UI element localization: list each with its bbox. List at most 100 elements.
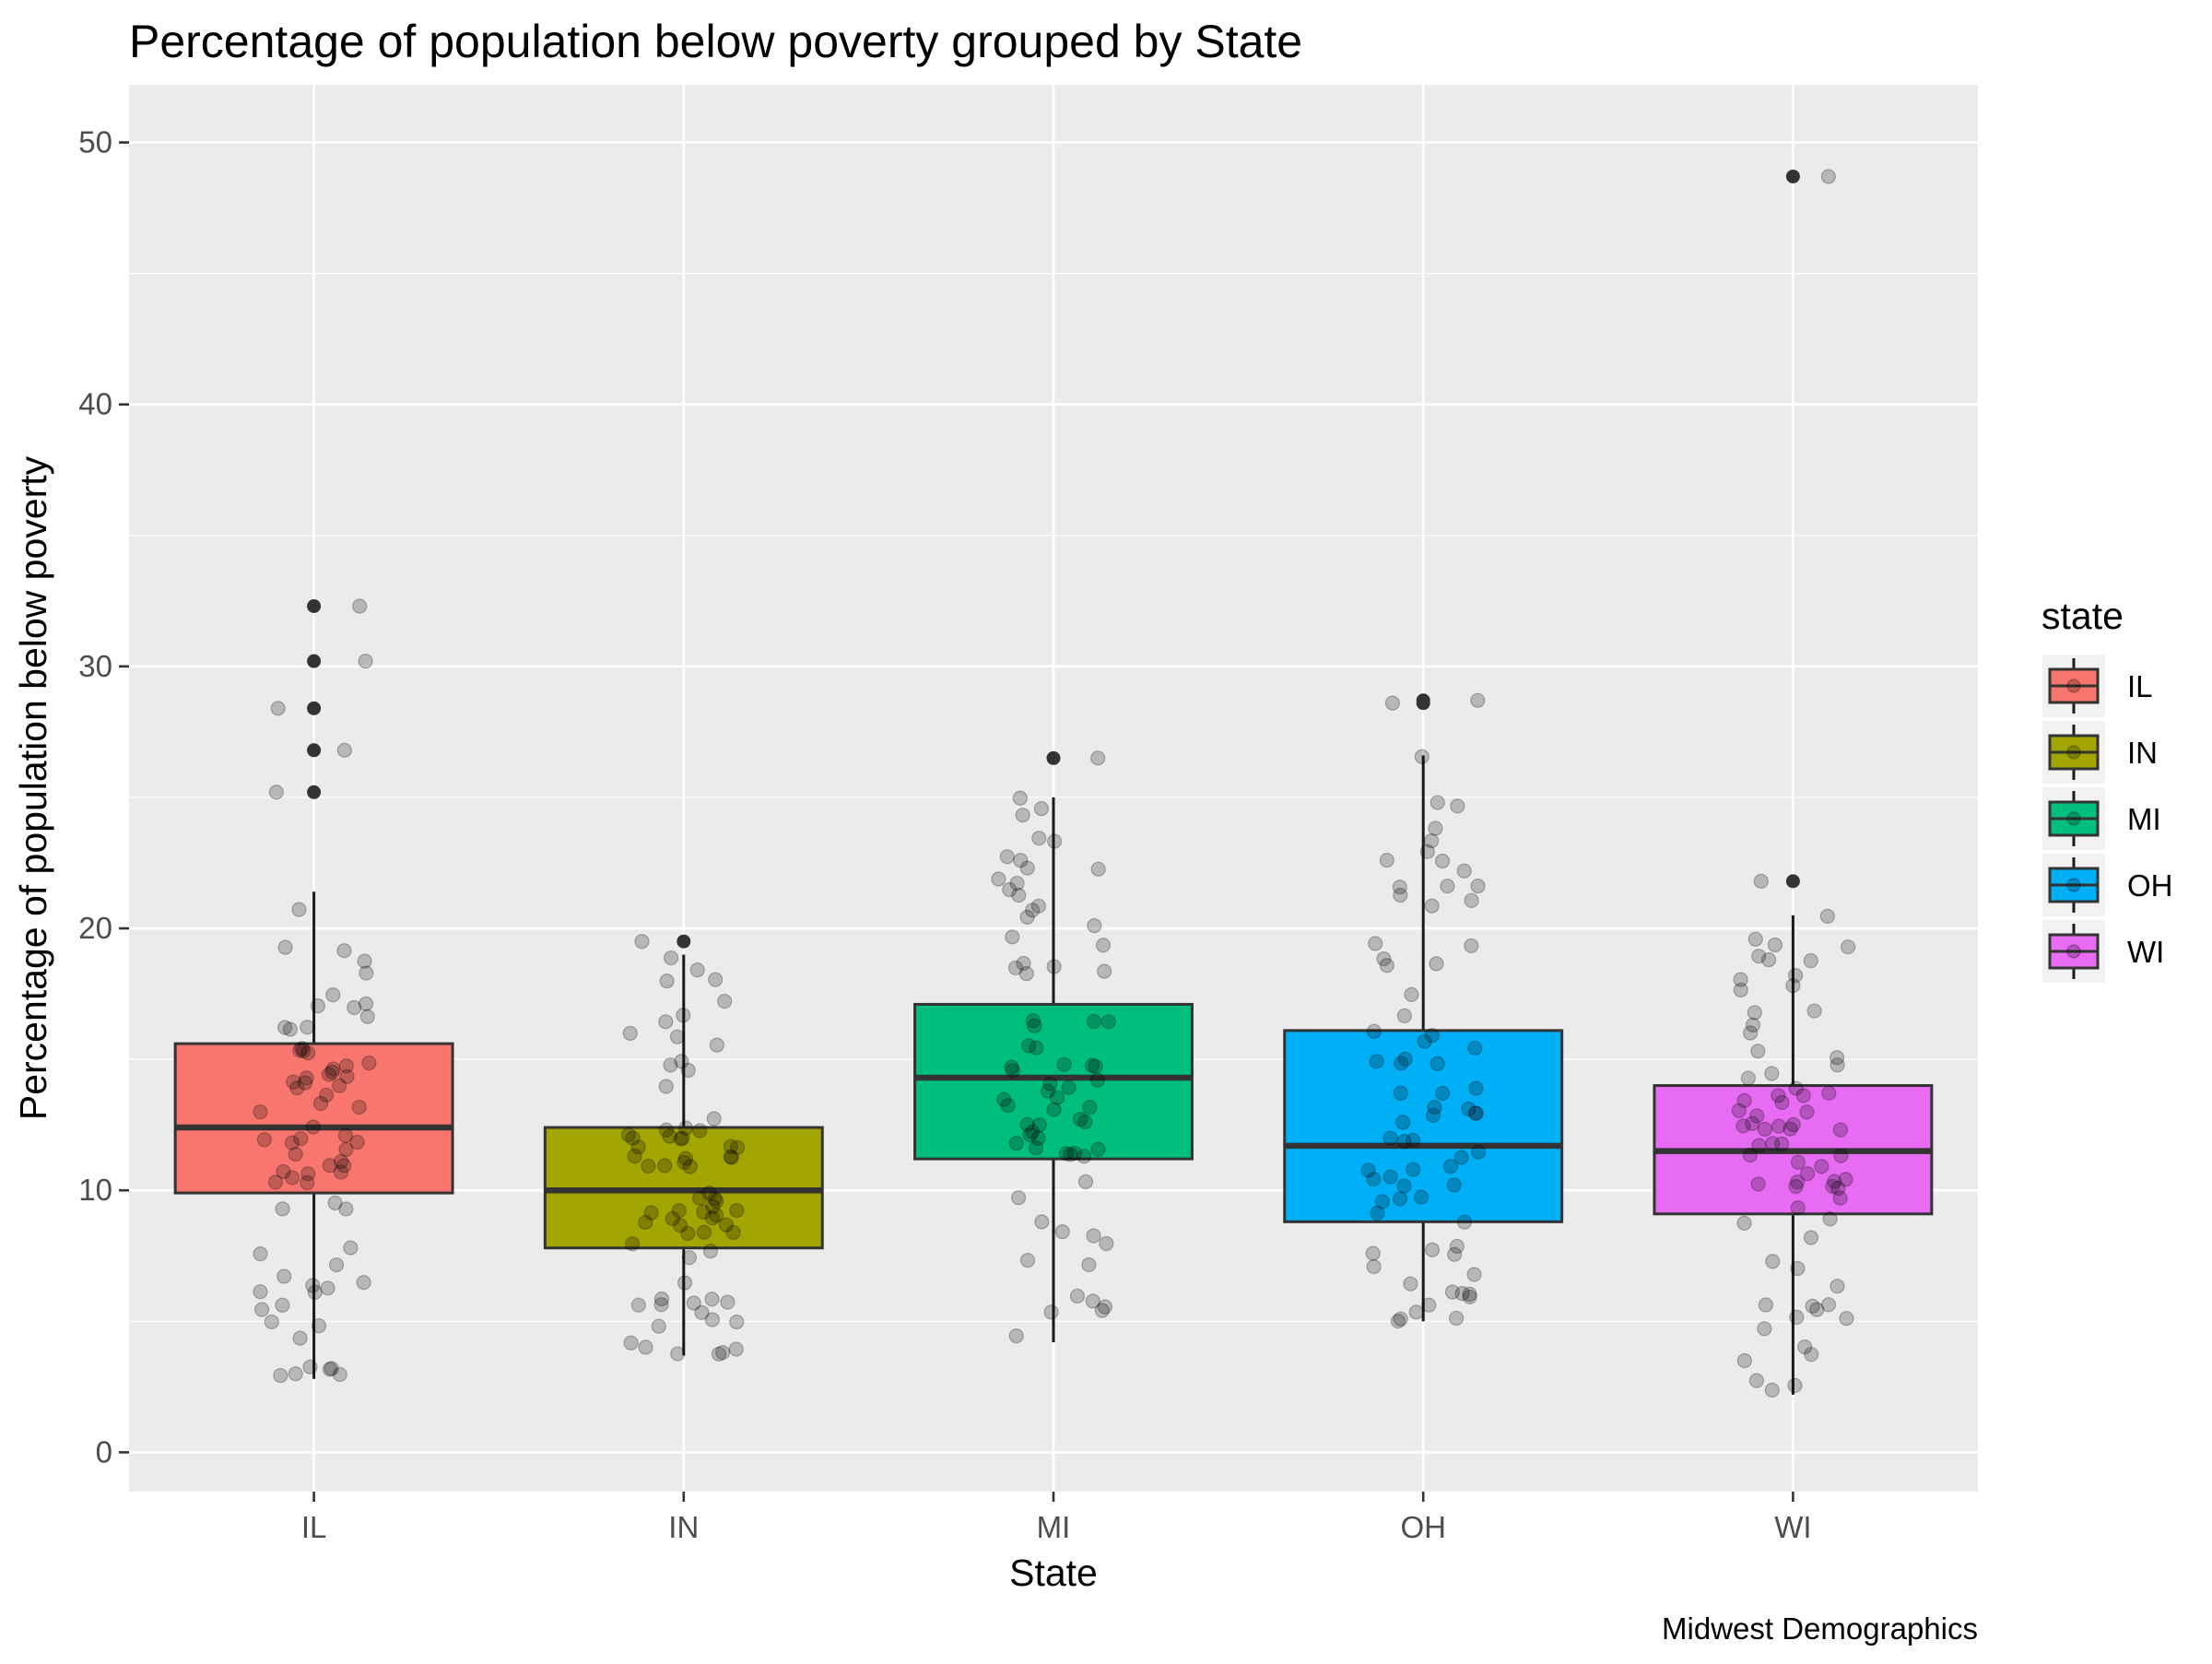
jitter-point — [1012, 790, 1028, 806]
jitter-point — [1466, 1267, 1482, 1282]
jitter-point — [300, 1045, 316, 1061]
outlier-point — [307, 743, 322, 758]
jitter-point — [1449, 1238, 1465, 1255]
jitter-point — [1424, 1242, 1441, 1257]
jitter-point — [1031, 831, 1047, 846]
jitter-point — [1450, 798, 1465, 814]
jitter-point — [267, 1174, 284, 1190]
legend: state IL IN MI OH WI — [2041, 595, 2173, 983]
jitter-point — [1440, 879, 1455, 894]
jitter-point — [1841, 939, 1856, 955]
jitter-point — [1764, 1066, 1780, 1081]
jitter-point — [1030, 1130, 1046, 1146]
jitter-point — [1462, 1286, 1477, 1303]
jitter-point — [325, 1061, 341, 1077]
jitter-point — [1397, 1051, 1413, 1067]
jitter-point — [1097, 1299, 1112, 1315]
jitter-point — [1413, 1189, 1430, 1205]
jitter-point — [1747, 931, 1763, 947]
jitter-point — [1733, 982, 1748, 998]
jitter-point — [1471, 1144, 1487, 1160]
jitter-point — [356, 1275, 371, 1291]
jitter-point — [1429, 956, 1444, 972]
jitter-point — [1013, 853, 1029, 868]
jitter-point — [669, 1029, 686, 1044]
jitter-point — [696, 1224, 712, 1240]
jitter-point — [675, 1130, 690, 1146]
jitter-point — [307, 1284, 323, 1300]
jitter-point — [709, 1193, 724, 1209]
jitter-point — [641, 1158, 656, 1174]
jitter-point — [1757, 1121, 1772, 1138]
x-axis-title: State — [1009, 1552, 1098, 1594]
jitter-point — [1454, 1286, 1470, 1302]
jitter-point — [292, 1330, 308, 1346]
jitter-point — [1425, 1107, 1441, 1123]
jitter-point — [1820, 169, 1836, 184]
x-tick-label: IL — [301, 1510, 327, 1544]
jitter-point — [1005, 1063, 1020, 1079]
jitter-point — [1419, 844, 1435, 859]
jitter-point — [658, 1122, 675, 1138]
jitter-point — [288, 1146, 303, 1162]
jitter-point — [1467, 1040, 1483, 1056]
jitter-point — [1043, 1304, 1059, 1320]
jitter-point — [284, 1135, 300, 1151]
jitter-point — [709, 1037, 724, 1053]
jitter-point — [253, 1104, 268, 1120]
jitter-point — [638, 1214, 653, 1231]
jitter-point — [1022, 1127, 1038, 1143]
jitter-point — [305, 1278, 321, 1293]
jitter-point — [620, 1127, 636, 1143]
jitter-point — [1392, 1191, 1408, 1207]
jitter-point — [1376, 950, 1392, 967]
jitter-point — [662, 1128, 677, 1144]
jitter-point — [1019, 1253, 1036, 1269]
jitter-point — [1390, 1313, 1406, 1329]
jitter-point — [701, 1186, 717, 1201]
jitter-point — [1090, 1141, 1106, 1157]
jitter-point — [1054, 1224, 1070, 1240]
jitter-point — [1820, 1297, 1837, 1313]
jitter-point — [676, 1008, 691, 1023]
jitter-point — [1406, 1162, 1421, 1177]
jitter-point — [1803, 1230, 1819, 1245]
jitter-point — [1765, 1136, 1781, 1151]
jitter-point — [1830, 1050, 1845, 1066]
jitter-point — [717, 993, 733, 1009]
jitter-point — [1090, 750, 1106, 766]
jitter-point — [706, 1111, 722, 1127]
y-axis-title: Percentage of population below poverty — [12, 455, 54, 1120]
jitter-point — [1790, 1260, 1806, 1277]
jitter-point — [1392, 879, 1407, 895]
jitter-point — [1753, 873, 1769, 889]
jitter-point — [1830, 1279, 1845, 1294]
jitter-point — [1069, 1288, 1086, 1304]
jitter-point — [1470, 879, 1486, 894]
jitter-point — [1790, 1174, 1806, 1190]
jitter-point — [1749, 1108, 1765, 1124]
jitter-point — [1396, 1133, 1412, 1150]
jitter-point — [704, 1292, 720, 1307]
jitter-point — [728, 1341, 744, 1357]
jitter-point — [1435, 1085, 1451, 1101]
jitter-point — [1084, 1057, 1100, 1073]
jitter-point — [1731, 1103, 1747, 1118]
jitter-point — [1771, 1118, 1787, 1134]
jitter-point — [705, 1198, 721, 1215]
jitter-point — [708, 972, 724, 987]
jitter-point — [1832, 1122, 1849, 1138]
jitter-point — [1011, 1190, 1027, 1206]
jitter-point — [1453, 1150, 1469, 1165]
jitter-point — [1082, 1100, 1098, 1115]
jitter-point — [352, 598, 368, 614]
jitter-point — [1462, 1289, 1477, 1304]
jitter-point — [1430, 1056, 1445, 1071]
jitter-point — [677, 1154, 692, 1170]
jitter-point — [1025, 1013, 1041, 1029]
jitter-point — [1819, 908, 1835, 924]
jitter-point — [1464, 938, 1479, 954]
jitter-point — [638, 1339, 653, 1355]
y-tick-label: 40 — [78, 387, 112, 421]
